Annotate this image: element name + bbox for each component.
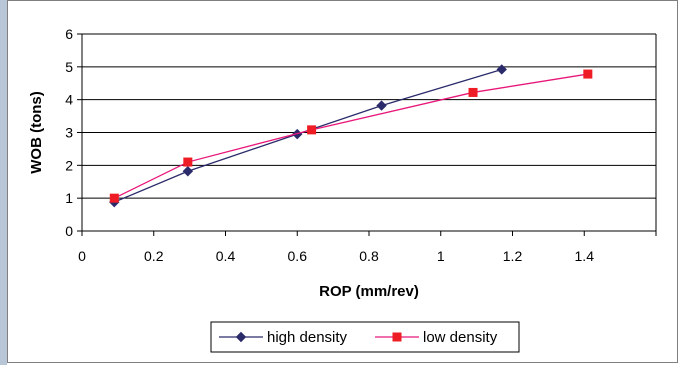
data-point (109, 193, 119, 203)
y-tick-label: 3 (65, 125, 73, 141)
x-tick-label: 0.4 (216, 248, 236, 264)
x-tick-label: 0.6 (288, 248, 308, 264)
x-axis-title: ROP (mm/rev) (319, 283, 419, 300)
x-tick-labels: 0 0.2 0.4 0.6 0.8 1 1.2 1.4 (78, 248, 594, 264)
y-tick-label: 0 (65, 223, 73, 239)
data-point (583, 69, 593, 79)
x-tick-label: 0.8 (359, 248, 379, 264)
legend-entry-high-density: high density (219, 329, 348, 346)
y-tick-labels: 0 1 2 3 4 5 6 (65, 26, 73, 239)
y-axis-title: WOB (tons) (28, 91, 45, 173)
x-tick-label: 0.2 (144, 248, 164, 264)
y-tick-label: 5 (65, 59, 73, 75)
y-tick-label: 1 (65, 190, 73, 206)
y-tick-label: 2 (65, 157, 73, 173)
series-layer (109, 64, 593, 208)
legend-label: low density (423, 329, 498, 346)
data-point (182, 166, 194, 177)
legend: high density low density (210, 321, 520, 353)
legend-marker (235, 331, 247, 343)
data-point (496, 64, 507, 75)
data-point (183, 157, 193, 167)
x-tick-label: 1.2 (503, 248, 523, 264)
axes (77, 33, 657, 236)
y-tick-label: 6 (65, 26, 73, 42)
data-point (468, 87, 478, 97)
series-low-density (109, 69, 593, 203)
x-tick-label: 0 (78, 248, 86, 264)
legend-marker (392, 332, 402, 342)
legend-label: high density (267, 329, 348, 346)
y-tick-label: 4 (65, 92, 73, 108)
data-point (307, 125, 317, 135)
window-left-border (0, 0, 7, 365)
x-tick-label: 1 (437, 248, 445, 264)
legend-entries: high density low density (219, 329, 498, 346)
x-tick-label: 1.4 (575, 248, 595, 264)
legend-entry-low-density: low density (375, 329, 498, 346)
data-point (376, 100, 387, 111)
series-high-density (109, 64, 507, 208)
